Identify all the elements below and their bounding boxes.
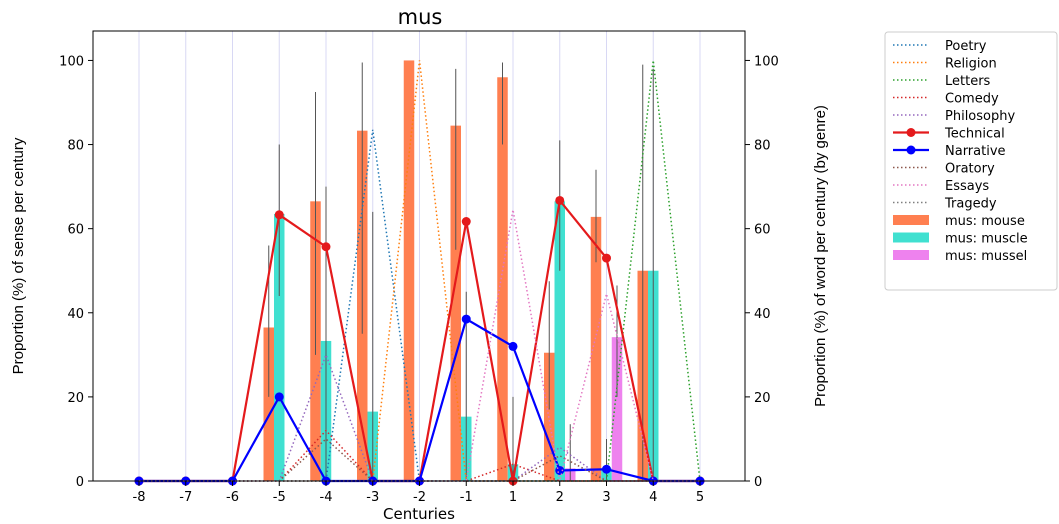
y-tick-label-left: 20 bbox=[67, 391, 84, 406]
legend-mus-muscle-label: mus: muscle bbox=[945, 232, 1028, 247]
legend-mus-muscle-swatch bbox=[893, 232, 929, 243]
y-tick-label-right: 20 bbox=[754, 391, 771, 406]
legend-mus-mouse-swatch bbox=[893, 215, 929, 225]
y-tick-label-left: 60 bbox=[67, 223, 84, 238]
x-tick-label: 1 bbox=[509, 490, 517, 505]
legend-poetry-label: Poetry bbox=[945, 39, 987, 54]
x-tick-label: -1 bbox=[460, 490, 473, 505]
legend-mus-mussel-label: mus: mussel bbox=[945, 249, 1027, 264]
bar-mussel bbox=[611, 337, 623, 481]
point-narrative bbox=[602, 464, 611, 474]
y-tick-label-right: 100 bbox=[754, 54, 779, 69]
x-tick-label: 5 bbox=[696, 490, 704, 505]
legend-box bbox=[884, 31, 1058, 291]
y-axis-right: 0 20 40 60 80 100 bbox=[745, 54, 779, 490]
x-tick-label: -7 bbox=[179, 490, 192, 505]
bars bbox=[263, 60, 659, 482]
legend-letters-label: Letters bbox=[945, 74, 991, 89]
y-tick-label-left: 40 bbox=[67, 307, 84, 322]
x-tick-label: -4 bbox=[320, 490, 333, 505]
legend-mus-mouse-label: mus: mouse bbox=[945, 214, 1025, 229]
x-tick-label: -5 bbox=[273, 490, 286, 505]
bar-muscle bbox=[274, 213, 285, 482]
bar-mouse bbox=[497, 77, 508, 481]
point-technical bbox=[461, 217, 471, 227]
x-tick-label: -6 bbox=[226, 490, 239, 505]
y-axis-left: 0 20 40 60 80 100 bbox=[59, 54, 93, 490]
y-tick-label-right: 40 bbox=[754, 307, 771, 322]
bar-mouse bbox=[450, 125, 461, 482]
point-technical bbox=[602, 253, 611, 263]
x-tick-label: -2 bbox=[413, 490, 426, 505]
x-tick-label: 4 bbox=[649, 490, 657, 505]
x-tick-label: -3 bbox=[366, 490, 379, 505]
legend-oratory-label: Oratory bbox=[945, 162, 995, 177]
bar-mouse bbox=[403, 60, 415, 482]
legend: Poetry Religion Letters Comedy Philosophy Tec… bbox=[884, 31, 1058, 291]
y-tick-label-right: 60 bbox=[754, 223, 771, 238]
point-narrative bbox=[508, 341, 518, 351]
y-tick-label-left: 0 bbox=[76, 475, 84, 490]
y-tick-label-left: 100 bbox=[59, 54, 84, 69]
legend-mus-mussel-swatch bbox=[893, 250, 929, 260]
bar-muscle bbox=[554, 201, 565, 482]
point-narrative bbox=[274, 392, 284, 402]
x-tick-label: -8 bbox=[133, 490, 146, 505]
y-axis-label-right: Proportion (%) of word per century (by g… bbox=[812, 105, 829, 407]
chart-title: mus bbox=[398, 5, 443, 29]
x-axis: -8 -7 -6 -5 -4 -3 -2 -1 1 2 3 4 5 bbox=[133, 481, 704, 505]
legend-comedy-label: Comedy bbox=[945, 92, 999, 107]
error-bars bbox=[268, 62, 654, 481]
point-narrative bbox=[461, 314, 471, 324]
y-tick-label-left: 80 bbox=[67, 139, 84, 154]
legend-philosophy-label: Philosophy bbox=[945, 109, 1015, 124]
x-axis-label: Centuries bbox=[383, 505, 455, 523]
legend-narrative-marker bbox=[906, 145, 916, 155]
point-technical bbox=[321, 242, 331, 252]
y-axis-label-left: Proportion (%) of sense per century bbox=[10, 137, 27, 374]
legend-tragedy-label: Tragedy bbox=[944, 197, 997, 212]
bar-mouse bbox=[590, 216, 602, 481]
y-tick-label-right: 0 bbox=[754, 475, 762, 490]
legend-religion-label: Religion bbox=[945, 57, 997, 72]
point-technical bbox=[274, 210, 284, 220]
x-tick-label: 2 bbox=[556, 490, 564, 505]
x-tick-label: 3 bbox=[602, 490, 610, 505]
y-tick-label-right: 80 bbox=[754, 139, 771, 154]
bar-mouse bbox=[263, 327, 274, 481]
point-technical bbox=[555, 195, 565, 205]
legend-essays-label: Essays bbox=[945, 179, 989, 194]
legend-technical-marker bbox=[906, 128, 916, 137]
legend-technical-label: Technical bbox=[944, 127, 1005, 142]
legend-narrative-label: Narrative bbox=[945, 144, 1006, 159]
